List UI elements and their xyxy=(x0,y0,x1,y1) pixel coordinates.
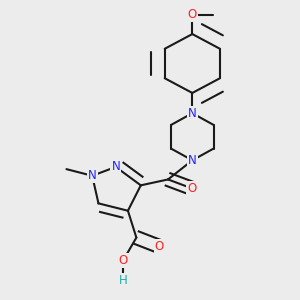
Text: O: O xyxy=(187,182,196,195)
Text: H: H xyxy=(119,274,128,287)
Text: N: N xyxy=(188,154,197,167)
Text: N: N xyxy=(188,107,197,120)
Text: O: O xyxy=(118,254,128,267)
Text: O: O xyxy=(188,8,197,21)
Text: O: O xyxy=(154,240,164,253)
Text: N: N xyxy=(88,169,97,182)
Text: N: N xyxy=(111,160,120,173)
